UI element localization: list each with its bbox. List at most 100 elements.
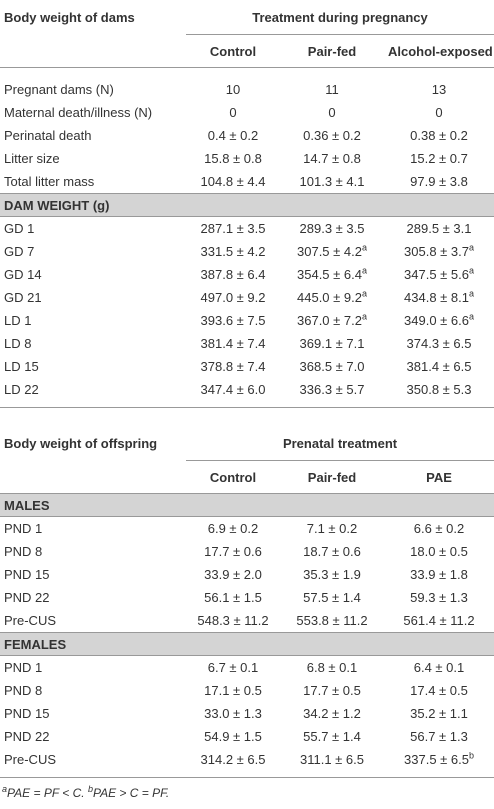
value-cell: 97.9 ± 3.8: [410, 174, 468, 189]
table-row: GD 21 497.0 ± 9.2 445.0 ± 9.2a 434.8 ± 8.1a: [0, 286, 494, 309]
row-label: LD 15: [4, 359, 39, 374]
value-cell: 10: [225, 82, 241, 97]
table-row: PND 1 6.9 ± 0.2 7.1 ± 0.2 6.6 ± 0.2: [0, 517, 494, 541]
table-row: GD 7 331.5 ± 4.2 307.5 ± 4.2a 305.8 ± 3.7a: [0, 240, 494, 263]
row-label: LD 22: [4, 382, 39, 397]
table-row: PND 22 56.1 ± 1.5 57.5 ± 1.4 59.3 ± 1.3: [0, 586, 494, 609]
table-row: [0, 408, 494, 427]
value-cell: 307.5 ± 4.2a: [280, 240, 384, 263]
value-cell: 17.4 ± 0.5: [410, 683, 468, 698]
row-label: Perinatal death: [4, 128, 92, 143]
footnote-text: PAE > C = PF.: [92, 786, 170, 800]
value-cell: 15.2 ± 0.7: [410, 151, 468, 166]
table-row: Control Pair-fed PAE: [0, 460, 494, 494]
value-cell: 33.0 ± 1.3: [204, 706, 262, 721]
table-row: [0, 68, 494, 79]
table-row: LD 22 347.4 ± 6.0 336.3 ± 5.7 350.8 ± 5.3: [0, 378, 494, 401]
value-cell: 17.7 ± 0.6: [204, 544, 262, 559]
value-cell: 104.8 ± 4.4: [200, 174, 266, 189]
value-cell: 11: [325, 82, 339, 97]
row-label: Pre-CUS: [4, 752, 57, 767]
table-row: DAM WEIGHT (g): [0, 193, 494, 217]
row-label: Pregnant dams (N): [4, 82, 114, 97]
row-label: GD 7: [4, 244, 35, 259]
value-cell: 336.3 ± 5.7: [299, 382, 365, 397]
table-row: Litter size 15.8 ± 0.8 14.7 ± 0.8 15.2 ± 0.…: [0, 147, 494, 170]
value-cell: 553.8 ± 11.2: [296, 613, 368, 628]
value-cell: 0.38 ± 0.2: [410, 128, 468, 143]
value-cell: 367.0 ± 7.2a: [280, 309, 384, 332]
value-cell: 393.6 ± 7.5: [200, 313, 266, 328]
column-header: Control: [186, 460, 280, 494]
row-label: LD 1: [4, 313, 32, 328]
footnote-marker: a: [468, 242, 474, 253]
value-cell: 35.2 ± 1.1: [410, 706, 468, 721]
table-row: GD 14 387.8 ± 6.4 354.5 ± 6.4a 347.5 ± 5.6a: [0, 263, 494, 286]
value-cell: 434.8 ± 8.1a: [384, 286, 494, 309]
value-cell: 17.1 ± 0.5: [204, 683, 262, 698]
value-cell: 56.7 ± 1.3: [410, 729, 468, 744]
row-label: Litter size: [4, 151, 60, 166]
section-header: FEMALES: [0, 632, 494, 656]
footnote-marker: a: [468, 311, 474, 322]
value-cell: 354.5 ± 6.4a: [280, 263, 384, 286]
value-cell: 350.8 ± 5.3: [406, 382, 472, 397]
table-title: Body weight of dams: [4, 9, 135, 25]
column-header: PAE: [384, 460, 494, 494]
value-cell: 0.36 ± 0.2: [303, 128, 361, 143]
section-header: MALES: [0, 493, 494, 517]
row-label: Total litter mass: [4, 174, 95, 189]
table-row: Perinatal death 0.4 ± 0.2 0.36 ± 0.2 0.38 ±…: [0, 124, 494, 147]
value-cell: 59.3 ± 1.3: [410, 590, 468, 605]
value-cell: 369.1 ± 7.1: [299, 336, 365, 351]
value-cell: 368.5 ± 7.0: [299, 359, 365, 374]
value-cell: 15.8 ± 0.8: [204, 151, 262, 166]
value-cell: 387.8 ± 6.4: [200, 267, 266, 282]
value-text: 349.0 ± 6.6: [404, 313, 469, 328]
table-row: MALES: [0, 493, 494, 517]
value-cell: 349.0 ± 6.6a: [384, 309, 494, 332]
table-row: PND 15 33.0 ± 1.3 34.2 ± 1.2 35.2 ± 1.1: [0, 702, 494, 725]
value-cell: 34.2 ± 1.2: [303, 706, 361, 721]
value-text: 305.8 ± 3.7: [404, 244, 469, 259]
row-label: GD 1: [4, 221, 35, 236]
table-row: PND 1 6.7 ± 0.1 6.8 ± 0.1 6.4 ± 0.1: [0, 656, 494, 680]
value-cell: 497.0 ± 9.2: [200, 290, 266, 305]
table-row: PND 22 54.9 ± 1.5 55.7 ± 1.4 56.7 ± 1.3: [0, 725, 494, 748]
footnote-marker: a: [361, 242, 367, 253]
value-cell: 57.5 ± 1.4: [303, 590, 361, 605]
table-row: Pre-CUS 314.2 ± 6.5 311.1 ± 6.5 337.5 ± 6.5…: [0, 748, 494, 771]
value-cell: 55.7 ± 1.4: [303, 729, 361, 744]
column-group: Treatment during pregnancy: [186, 0, 494, 35]
table-row: Pregnant dams (N) 10 11 13: [0, 78, 494, 101]
value-cell: 337.5 ± 6.5b: [384, 748, 494, 771]
table-title: Body weight of offspring: [4, 435, 158, 451]
value-cell: 548.3 ± 11.2: [197, 613, 269, 628]
row-label: PND 1: [4, 521, 43, 536]
table-row: LD 1 393.6 ± 7.5 367.0 ± 7.2a 349.0 ± 6.6a: [0, 309, 494, 332]
blank-header: [0, 460, 186, 494]
column-header: Alcohol-exposed: [384, 34, 494, 68]
table-row: Body weight of offspring Prenatal treatme…: [0, 426, 494, 461]
value-cell: 18.7 ± 0.6: [303, 544, 361, 559]
table-row: PND 15 33.9 ± 2.0 35.3 ± 1.9 33.9 ± 1.8: [0, 563, 494, 586]
footnote-marker: a: [361, 265, 367, 276]
value-cell: 18.0 ± 0.5: [410, 544, 468, 559]
value-cell: 347.5 ± 5.6a: [384, 263, 494, 286]
value-cell: 305.8 ± 3.7a: [384, 240, 494, 263]
row-label: PND 8: [4, 683, 43, 698]
table-row: LD 15 378.8 ± 7.4 368.5 ± 7.0 381.4 ± 6.5: [0, 355, 494, 378]
spacer: [0, 401, 494, 408]
table-row: Control Pair-fed Alcohol-exposed: [0, 34, 494, 68]
spacer: [0, 408, 494, 427]
table-row: PND 8 17.1 ± 0.5 17.7 ± 0.5 17.4 ± 0.5: [0, 679, 494, 702]
value-cell: 7.1 ± 0.2: [306, 521, 358, 536]
footnote-marker: b: [468, 750, 474, 761]
value-cell: 289.5 ± 3.1: [406, 221, 472, 236]
data-table: Body weight of dams Treatment during preg…: [0, 0, 494, 778]
footnote-marker: a: [361, 288, 367, 299]
value-cell: 6.6 ± 0.2: [413, 521, 465, 536]
value-cell: 0: [229, 105, 237, 120]
section-header: DAM WEIGHT (g): [0, 193, 494, 217]
value-text: 367.0 ± 7.2: [297, 313, 362, 328]
